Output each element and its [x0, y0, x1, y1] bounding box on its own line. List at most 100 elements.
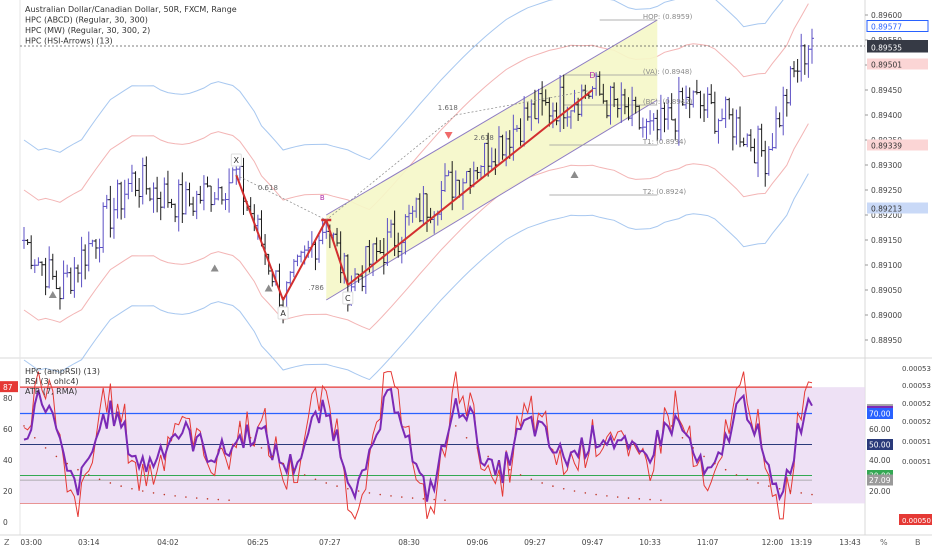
- rsi-line: [23, 387, 813, 502]
- label-a-box: [277, 306, 289, 320]
- time-tick: 09:06: [467, 538, 489, 547]
- atr-tick: 0.00052: [902, 400, 931, 408]
- atr-dot: [703, 455, 705, 458]
- atr-dot: [660, 499, 662, 501]
- osc-left-tick: 20: [3, 487, 13, 496]
- atr-dot: [778, 487, 781, 490]
- atr-dot: [487, 455, 489, 458]
- atr-dot: [638, 498, 641, 500]
- channel-upper-line: [325, 19, 658, 216]
- time-tick: 08:30: [398, 538, 420, 547]
- ratio-a: .786: [308, 284, 324, 292]
- atr-dot: [87, 474, 90, 476]
- atr-dot: [454, 425, 457, 427]
- time-tick: 03:14: [78, 538, 100, 547]
- price-tick: 0.89450: [871, 86, 902, 95]
- ratio-ab: 1.618: [438, 104, 458, 112]
- atr-dot: [757, 482, 759, 484]
- atr-dot: [163, 493, 166, 496]
- osc-mid-tick: 20.00: [869, 487, 891, 496]
- hsi-arrow-up: [264, 284, 273, 292]
- ratio-line-to-d: [455, 89, 593, 116]
- atr-dot: [336, 485, 338, 487]
- osc-left-badge: 87: [0, 381, 18, 393]
- osc-left-tick: 60: [3, 425, 13, 434]
- atr-dot: [606, 495, 608, 497]
- price-tick: 0.89100: [871, 261, 902, 270]
- atr-dot: [584, 492, 587, 494]
- ratio-bc: 2.618: [474, 134, 494, 142]
- price-badge: 0.89501: [867, 58, 928, 70]
- label-x-text: X: [234, 156, 240, 165]
- atr-dot: [98, 478, 101, 481]
- time-tick: 09:27: [524, 538, 546, 547]
- level-label-t2: T2: (0.8924): [642, 188, 687, 196]
- time-tick: 13:43: [839, 538, 861, 547]
- indicator-label-3: HPC (HSI-Arrows) (13): [25, 37, 113, 46]
- atr-dot: [433, 498, 435, 501]
- corner-z-icon: Z: [4, 538, 10, 547]
- leg-bc: [325, 219, 349, 286]
- percent-toggle: %: [880, 538, 888, 547]
- log-toggle: B: [915, 538, 921, 547]
- label-b: B: [320, 194, 325, 202]
- atr-dot: [271, 455, 274, 458]
- atr-dot: [66, 462, 68, 465]
- atr-dot: [131, 487, 133, 490]
- atr-dot: [44, 447, 47, 449]
- osc-badge-bg: [867, 439, 893, 450]
- atr-dot: [249, 436, 252, 439]
- price-badge-bg: [867, 139, 928, 151]
- osc-mid-tick: 60.00: [869, 425, 891, 434]
- hsi-arrow-up: [570, 171, 579, 178]
- osc-left-tick: 40: [3, 456, 13, 465]
- label-c-text: C: [345, 294, 351, 303]
- osc-left-badge-text: 87: [3, 383, 13, 392]
- atr-badge-bg: [899, 514, 932, 525]
- price-tick: 0.89000: [871, 311, 902, 320]
- atr-dot: [714, 462, 716, 465]
- atr-dot: [411, 497, 414, 499]
- leg-cd: [347, 89, 594, 286]
- atr-dot: [401, 496, 403, 498]
- atr-dot: [465, 436, 468, 439]
- label-a-text: A: [280, 309, 286, 318]
- time-tick: 11:07: [697, 538, 719, 547]
- atr-dot: [152, 492, 155, 494]
- indicator-label-1: HPC (ABCD) (Regular, 30, 300): [25, 16, 148, 25]
- osc-label-1: RSI (3, ohlc4): [25, 377, 79, 386]
- atr-dot: [23, 425, 25, 427]
- label-c-box: [342, 291, 354, 305]
- atr-dot: [282, 462, 284, 465]
- rsi-fast-line: [23, 371, 813, 521]
- atr-tick: 0.00053: [902, 365, 931, 373]
- atr-tick: 0.00051: [902, 458, 931, 466]
- atr-dot: [390, 495, 392, 497]
- lower-outer-band: [23, 173, 809, 381]
- candle: [810, 28, 814, 64]
- osc-badge-bg: [867, 474, 893, 486]
- atr-dot: [627, 497, 630, 499]
- atr-dot: [692, 447, 695, 449]
- channel-lower-line: [325, 99, 658, 301]
- atr-dot: [303, 474, 306, 476]
- label-x-box: [230, 153, 242, 167]
- osc-label-2: ATR (7, RMA): [25, 387, 77, 396]
- atr-dot: [33, 436, 36, 439]
- atr-dot: [724, 468, 727, 471]
- atr-dot: [347, 487, 349, 490]
- indicator-label-0: Australian Dollar/Canadian Dollar, 50R, …: [25, 5, 237, 14]
- price-badge: 0.89339: [867, 139, 928, 151]
- osc-label-0: HPC (ampRSI) (13): [25, 367, 100, 376]
- time-tick: 03:00: [20, 538, 42, 547]
- leg-ab: [282, 219, 328, 301]
- atr-dot: [206, 498, 209, 500]
- atr-dot: [314, 478, 317, 481]
- atr-dot: [174, 495, 176, 497]
- atr-dot: [498, 462, 500, 465]
- atr-dot: [519, 474, 522, 476]
- osc-badge: 50.00: [867, 439, 893, 450]
- lower-inner-band: [23, 123, 809, 331]
